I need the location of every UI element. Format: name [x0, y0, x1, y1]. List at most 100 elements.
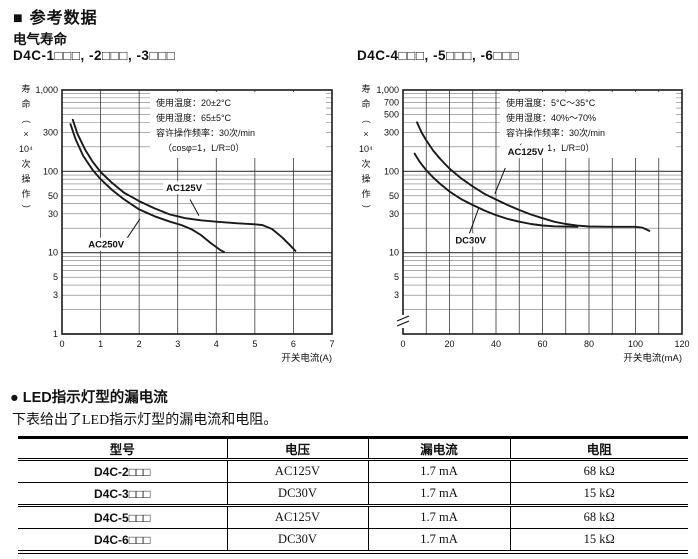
chart-annotation-line: 使用湿度：65±5°C: [156, 112, 232, 123]
chart-annotation-line: （cosφ=1，L/R=0）: [163, 143, 244, 153]
chart-title-left: D4C-1□□□, -2□□□, -3□□□: [13, 48, 176, 63]
y-axis-title-char: 命: [21, 98, 30, 109]
section-marker-square: ■: [13, 10, 24, 27]
chart-annotation-line: 使用湿度：40%～70%: [506, 112, 596, 123]
y-tick-label: 1: [53, 329, 58, 339]
y-axis-title-char: ×: [23, 129, 28, 139]
resistance-cell: 68 kΩ: [509, 459, 688, 483]
x-tick-label: 5: [252, 339, 257, 349]
x-tick-label: 3: [175, 339, 180, 349]
leakage-cell: 1.7 mA: [367, 528, 510, 552]
table-row: D4C-5□□□ AC125V 1.7 mA 68 kΩ: [18, 505, 688, 529]
y-tick-label: 5: [53, 272, 58, 282]
curve-label-dc30v: DC30V: [455, 235, 486, 246]
life-curve-ac125v: [416, 121, 651, 232]
y-axis-title-char: ）: [21, 204, 31, 213]
leakage-cell: 1.7 mA: [367, 505, 510, 529]
y-tick-label: 300: [43, 128, 58, 138]
life-curve-ac250v: [69, 123, 225, 253]
col-header-voltage: 电压: [226, 437, 368, 461]
x-tick-label: 2: [137, 339, 142, 349]
table-row: D4C-2□□□ AC125V 1.7 mA 68 kΩ: [18, 459, 688, 483]
y-axis-title-char: 命: [361, 98, 370, 109]
resistance-cell: 68 kΩ: [509, 505, 688, 529]
chart-annotation-line: 使用温度：20±2°C: [156, 97, 232, 108]
y-tick-label: 3: [394, 290, 399, 300]
y-tick-label: 1,000: [35, 85, 58, 95]
col-header-model: 型号: [18, 437, 227, 461]
x-tick-label: 4: [214, 339, 219, 349]
y-tick-label: 500: [384, 109, 399, 119]
table-header-row: 型号 电压 漏电流 电阻: [18, 437, 688, 461]
chart-title-right: D4C-4□□□, -5□□□, -6□□□: [357, 48, 520, 63]
y-axis-title-char: ×: [363, 129, 368, 139]
curve-label-ac250v: AC250V: [88, 240, 125, 251]
y-tick-label: 10: [48, 248, 58, 258]
y-axis-title-char: 10⁴: [359, 144, 373, 154]
curve-label-ac125v: AC125V: [508, 147, 545, 158]
y-tick-label: 700: [384, 98, 399, 108]
y-axis-title-char: 10⁴: [19, 144, 33, 154]
leakage-cell: 1.7 mA: [367, 482, 510, 506]
life-curve-ac125v: [71, 118, 297, 252]
x-tick-label: 0: [400, 339, 405, 349]
y-tick-label: 100: [43, 166, 58, 176]
curve-label-ac125v: AC125V: [166, 183, 203, 194]
x-tick-label: 1: [98, 339, 103, 349]
chart-svg: 使用温度：20±2°C 使用湿度：65±5°C 容许操作频率：30次/min （cos…: [19, 83, 334, 364]
x-tick-label: 100: [628, 339, 643, 349]
y-axis-title-char: （: [21, 114, 31, 123]
y-tick-label: 100: [384, 166, 399, 176]
y-axis-title-char: （: [361, 114, 371, 123]
x-tick-label: 20: [444, 339, 454, 349]
leakage-current-table: 型号 电压 漏电流 电阻 D4C-2□□□ AC125V 1.7 mA 68 k…: [18, 436, 688, 554]
y-axis-title-char: 次: [361, 158, 370, 169]
chart-annotation-line: 使用温度：5°C～35°C: [506, 97, 596, 108]
y-tick-label: 50: [48, 191, 58, 201]
table-row: D4C-3□□□ DC30V 1.7 mA 15 kΩ: [18, 482, 688, 506]
section-title: 参考数据: [29, 10, 98, 27]
col-header-leakage: 漏电流: [367, 437, 510, 461]
y-axis-title-char: 寿: [361, 83, 370, 94]
table-row: D4C-6□□□ DC30V 1.7 mA 15 kΩ: [18, 528, 688, 552]
voltage-cell: AC125V: [226, 459, 368, 483]
led-section-heading: ● LED指示灯型的漏电流: [10, 386, 168, 407]
subsection-heading: 电气寿命: [13, 32, 67, 47]
x-tick-label: 40: [491, 339, 501, 349]
y-tick-label: 30: [48, 209, 58, 219]
col-header-resistance: 电阻: [509, 437, 688, 461]
y-tick-label: 3: [53, 290, 58, 300]
electrical-life-chart-d4c-4-5-6: 使用温度：5°C～35°C 使用湿度：40%～70% 容许操作频率：30次/min （…: [352, 76, 694, 388]
x-axis-title: 开关电流(A): [281, 352, 332, 364]
y-tick-label: 50: [389, 191, 399, 201]
model-cell: D4C-6□□□: [94, 532, 151, 547]
y-axis-title-char: 作: [361, 188, 370, 199]
chart-annotation-line: （cosφ=1，L/R=0）: [513, 143, 594, 153]
led-section-description: 下表给出了LED指示灯型的漏电流和电阻。: [12, 413, 278, 428]
x-tick-label: 7: [329, 339, 334, 349]
y-axis-title-char: 操: [361, 173, 370, 184]
resistance-cell: 15 kΩ: [509, 482, 688, 506]
y-axis-title-char: 作: [21, 188, 30, 199]
resistance-cell: 15 kΩ: [509, 528, 688, 552]
chart-svg: 使用温度：5°C～35°C 使用湿度：40%～70% 容许操作频率：30次/min （…: [359, 83, 689, 364]
y-tick-label: 10: [389, 248, 399, 258]
y-tick-label: 5: [394, 272, 399, 282]
y-tick-label: 30: [389, 209, 399, 219]
chart-annotation-line: 容许操作频率：30次/min: [506, 127, 605, 138]
model-cell: D4C-3□□□: [94, 486, 151, 501]
x-axis-title: 开关电流(mA): [623, 352, 682, 364]
x-tick-label: 60: [537, 339, 547, 349]
x-tick-label: 80: [584, 339, 594, 349]
y-axis-title-char: 寿: [21, 83, 30, 94]
y-axis-title-char: 次: [21, 158, 30, 169]
electrical-life-chart-d4c-1-2-3: 使用温度：20±2°C 使用湿度：65±5°C 容许操作频率：30次/min （cos…: [12, 76, 354, 388]
model-cell: D4C-5□□□: [94, 510, 151, 525]
leakage-cell: 1.7 mA: [367, 459, 510, 483]
y-tick-label: 1,000: [376, 85, 399, 95]
bullet-marker: ●: [10, 390, 19, 406]
x-tick-label: 0: [59, 339, 64, 349]
y-tick-label: 300: [384, 128, 399, 138]
voltage-cell: AC125V: [226, 505, 368, 529]
